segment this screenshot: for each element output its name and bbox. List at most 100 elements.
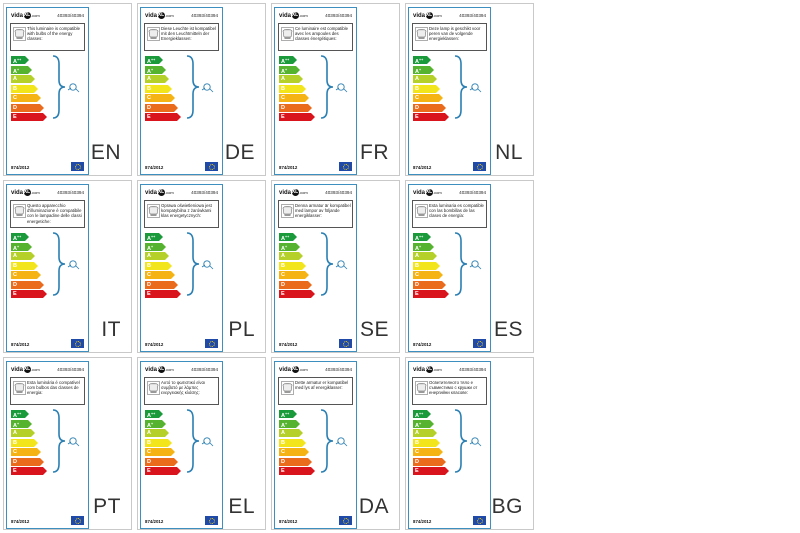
product-code: 40393/40394: [325, 190, 352, 195]
description-box: Questo apparecchio d'illuminazione è com…: [10, 200, 85, 228]
energy-label-card: vida XL .com 40393/40394 Oprawa oświetleni…: [140, 184, 223, 352]
label-cell-en: vida XL .com 40393/40394 This luminaire is…: [3, 3, 132, 176]
energy-class-bar: B: [11, 438, 38, 447]
energy-class-bar: A+: [413, 419, 434, 429]
energy-class-bar: D: [11, 103, 44, 112]
label-cell-pl: vida XL .com 40393/40394 Oprawa oświetleni…: [137, 180, 266, 353]
energy-class-scale: A++ A+ A B C D E: [11, 56, 51, 123]
energy-class-bar: A: [11, 252, 35, 260]
energy-class-bar: A+: [413, 65, 434, 75]
energy-class-bar: D: [279, 457, 312, 466]
description-box: Ce luminaire est compatible avec les amp…: [278, 23, 353, 51]
energy-label-card: vida XL .com 40393/40394 This luminaire is…: [6, 7, 89, 175]
energy-class-scale: A++ A+ A B C D E: [413, 410, 453, 477]
compatibility-text: Deze lamp is geschikt voor peren van de …: [429, 26, 481, 42]
energy-class-scale: A++ A+ A B C D E: [279, 410, 319, 477]
description-box: Denna armatur är kompatibel med lampor a…: [278, 200, 353, 228]
energy-class-scale: A++ A+ A B C D E: [11, 233, 51, 300]
energy-class-bar: C: [11, 271, 41, 279]
energy-label-card: vida XL .com 40393/40394 Осветителното тял…: [408, 361, 491, 529]
language-code: PT: [93, 495, 121, 518]
energy-label-card: vida XL .com 40393/40394 Esta luminaria es…: [408, 184, 491, 352]
energy-class-bar: C: [279, 94, 309, 102]
lamp-bulb-icon: [415, 27, 428, 41]
description-box: Esta luminária é compatível com bulbos d…: [10, 377, 85, 405]
compatibility-text: Denna armatur är kompatibel med lampor a…: [295, 203, 351, 219]
brand-logo: vida XL .com: [11, 12, 40, 19]
lamp-bulb-icon: [13, 27, 26, 41]
energy-class-scale: A++ A+ A B C D E: [279, 56, 319, 123]
eu-flag-icon: [71, 339, 84, 348]
description-box: Αυτό το φωτιστικό είναι συμβατό με λάμπε…: [144, 377, 219, 405]
energy-class-bar: A+: [145, 419, 166, 429]
energy-class-bar: A+: [279, 419, 300, 429]
energy-class-bar: A++: [145, 410, 163, 419]
brand-logo: vida XL .com: [145, 12, 174, 19]
energy-class-bar: E: [413, 290, 449, 298]
energy-class-scale: A++ A+ A B C D E: [145, 233, 185, 300]
energy-class-bar: A: [279, 429, 303, 437]
energy-label-card: vida XL .com 40393/40394 Deze lamp is gesc…: [408, 7, 491, 175]
energy-class-bar: C: [279, 448, 309, 456]
energy-class-scale: A++ A+ A B C D E: [145, 410, 185, 477]
regulation-number: 874/2012: [413, 519, 432, 524]
product-code: 40393/40394: [191, 367, 218, 372]
language-code: ES: [493, 318, 523, 341]
energy-class-bar: A: [145, 75, 169, 83]
brand-logo: vida XL .com: [11, 366, 40, 373]
energy-class-bar: A: [413, 252, 437, 260]
energy-class-bar: D: [279, 103, 312, 112]
compatibility-text: This luminaire is compatible with bulbs …: [27, 26, 81, 42]
compatibility-text: Esta luminária é compatível com bulbos d…: [27, 380, 80, 396]
description-box: Esta luminaria es compatible con las bom…: [412, 200, 487, 228]
label-cell-da: vida XL .com 40393/40394 Dette armatur er …: [271, 357, 400, 530]
language-code: EN: [90, 141, 121, 164]
energy-class-bar: C: [145, 448, 175, 456]
energy-class-bar: A++: [11, 233, 29, 242]
description-box: This luminaire is compatible with bulbs …: [10, 23, 85, 51]
lamp-bulb-icon: [281, 381, 294, 395]
eu-flag-icon: [205, 516, 218, 525]
product-code: 40393/40394: [459, 13, 486, 18]
curly-brace-icon: [52, 232, 80, 296]
label-cell-el: vida XL .com 40393/40394 Αυτό το φωτιστικό…: [137, 357, 266, 530]
energy-class-bar: A: [145, 252, 169, 260]
energy-class-bar: D: [413, 457, 446, 466]
language-code: DE: [224, 141, 255, 164]
energy-class-bar: A+: [145, 242, 166, 252]
lamp-bulb-icon: [415, 381, 428, 395]
description-box: Dette armatur er kompatibel med lys af e…: [278, 377, 353, 405]
energy-class-bar: A+: [279, 242, 300, 252]
energy-class-bar: C: [413, 448, 443, 456]
product-code: 40393/40394: [459, 190, 486, 195]
label-cell-fr: vida XL .com 40393/40394 Ce luminaire est …: [271, 3, 400, 176]
energy-class-bar: B: [11, 261, 38, 270]
energy-class-bar: E: [145, 290, 181, 298]
curly-brace-icon: [52, 55, 80, 119]
energy-class-bar: A++: [11, 56, 29, 65]
compatibility-text: Oprawa oświetleniowa jest kompatybilna z…: [161, 203, 212, 219]
energy-class-scale: A++ A+ A B C D E: [11, 410, 51, 477]
energy-class-bar: D: [279, 280, 312, 289]
brand-logo: vida XL .com: [279, 12, 308, 19]
energy-class-bar: C: [145, 271, 175, 279]
energy-class-bar: A: [413, 429, 437, 437]
energy-class-scale: A++ A+ A B C D E: [145, 56, 185, 123]
lamp-bulb-icon: [281, 204, 294, 218]
product-code: 40393/40394: [459, 367, 486, 372]
energy-class-bar: B: [279, 261, 306, 270]
lamp-bulb-icon: [147, 204, 160, 218]
product-code: 40393/40394: [191, 190, 218, 195]
energy-class-bar: E: [145, 467, 181, 475]
regulation-number: 874/2012: [145, 519, 164, 524]
energy-class-bar: C: [11, 94, 41, 102]
energy-class-bar: A++: [413, 410, 431, 419]
eu-flag-icon: [473, 339, 486, 348]
energy-class-bar: D: [145, 457, 178, 466]
curly-brace-icon: [454, 55, 482, 119]
eu-flag-icon: [339, 339, 352, 348]
energy-class-bar: A++: [413, 233, 431, 242]
lamp-bulb-icon: [281, 27, 294, 41]
label-cell-nl: vida XL .com 40393/40394 Deze lamp is gesc…: [405, 3, 534, 176]
curly-brace-icon: [186, 232, 214, 296]
